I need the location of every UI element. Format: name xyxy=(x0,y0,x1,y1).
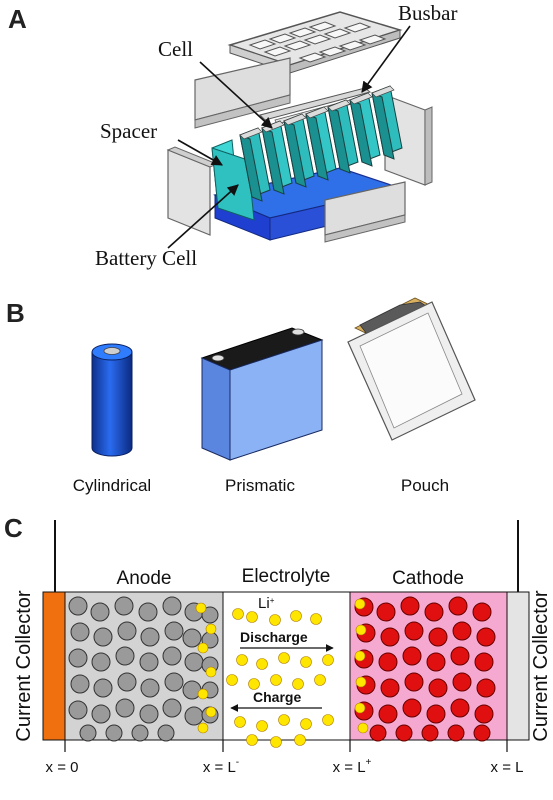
label-cathode: Cathode xyxy=(392,568,464,589)
cylindrical-cell-illustration xyxy=(91,343,133,457)
label-spacer: Spacer xyxy=(100,119,157,143)
panel-a: A xyxy=(8,1,458,270)
label-anode: Anode xyxy=(117,568,172,589)
panel-b: B Cylindrical Prismatic Pouch xyxy=(6,297,476,495)
battery-cell-leader-arrow xyxy=(167,184,239,249)
cell-leader-arrow xyxy=(199,61,273,129)
anode-particles xyxy=(68,596,219,742)
label-x-0: x = 0 xyxy=(46,759,79,776)
label-prismatic: Prismatic xyxy=(225,476,295,495)
label-current-collector-left: Current Collector xyxy=(13,590,35,742)
label-charge: Charge xyxy=(253,689,301,705)
cell-stack xyxy=(211,85,403,221)
label-busbar: Busbar xyxy=(398,1,458,25)
cathode-lithium-ions xyxy=(354,598,369,734)
label-electrolyte: Electrolyte xyxy=(242,566,331,587)
label-battery-cell: Battery Cell xyxy=(95,246,197,270)
position-ticks xyxy=(64,740,508,752)
pouch-cell-illustration xyxy=(347,297,476,441)
label-current-collector-right: Current Collector xyxy=(530,590,552,742)
label-pouch: Pouch xyxy=(401,476,449,495)
back-side-plate xyxy=(194,57,291,129)
anode-lithium-ions xyxy=(195,602,217,734)
label-x-l-minus: x = L- xyxy=(203,757,239,776)
top-frame xyxy=(227,11,403,74)
cathode-particles xyxy=(354,596,496,742)
panel-c-letter: C xyxy=(4,513,23,543)
busbar-leader-arrow xyxy=(361,25,411,93)
battery-module-exploded-illustration xyxy=(166,11,433,243)
label-cell: Cell xyxy=(158,37,193,61)
left-end-plate xyxy=(166,146,219,236)
label-x-l: x = L xyxy=(491,759,524,776)
front-side-plate xyxy=(324,181,406,243)
electrolyte-lithium-ions xyxy=(226,608,334,748)
anode-current-collector xyxy=(42,591,66,741)
panel-a-letter: A xyxy=(8,4,27,34)
label-discharge: Discharge xyxy=(240,629,308,645)
panel-c: C Anode Electrolyte Cathode Current Coll… xyxy=(4,513,552,776)
cathode-current-collector xyxy=(506,591,530,741)
prismatic-cell-illustration xyxy=(200,327,324,461)
label-cylindrical: Cylindrical xyxy=(73,476,151,495)
spacer-leader-arrow xyxy=(177,139,223,166)
panel-b-letter: B xyxy=(6,298,25,328)
label-lithium-ion: Li+ xyxy=(258,595,275,612)
label-x-l-plus: x = L+ xyxy=(333,757,372,776)
